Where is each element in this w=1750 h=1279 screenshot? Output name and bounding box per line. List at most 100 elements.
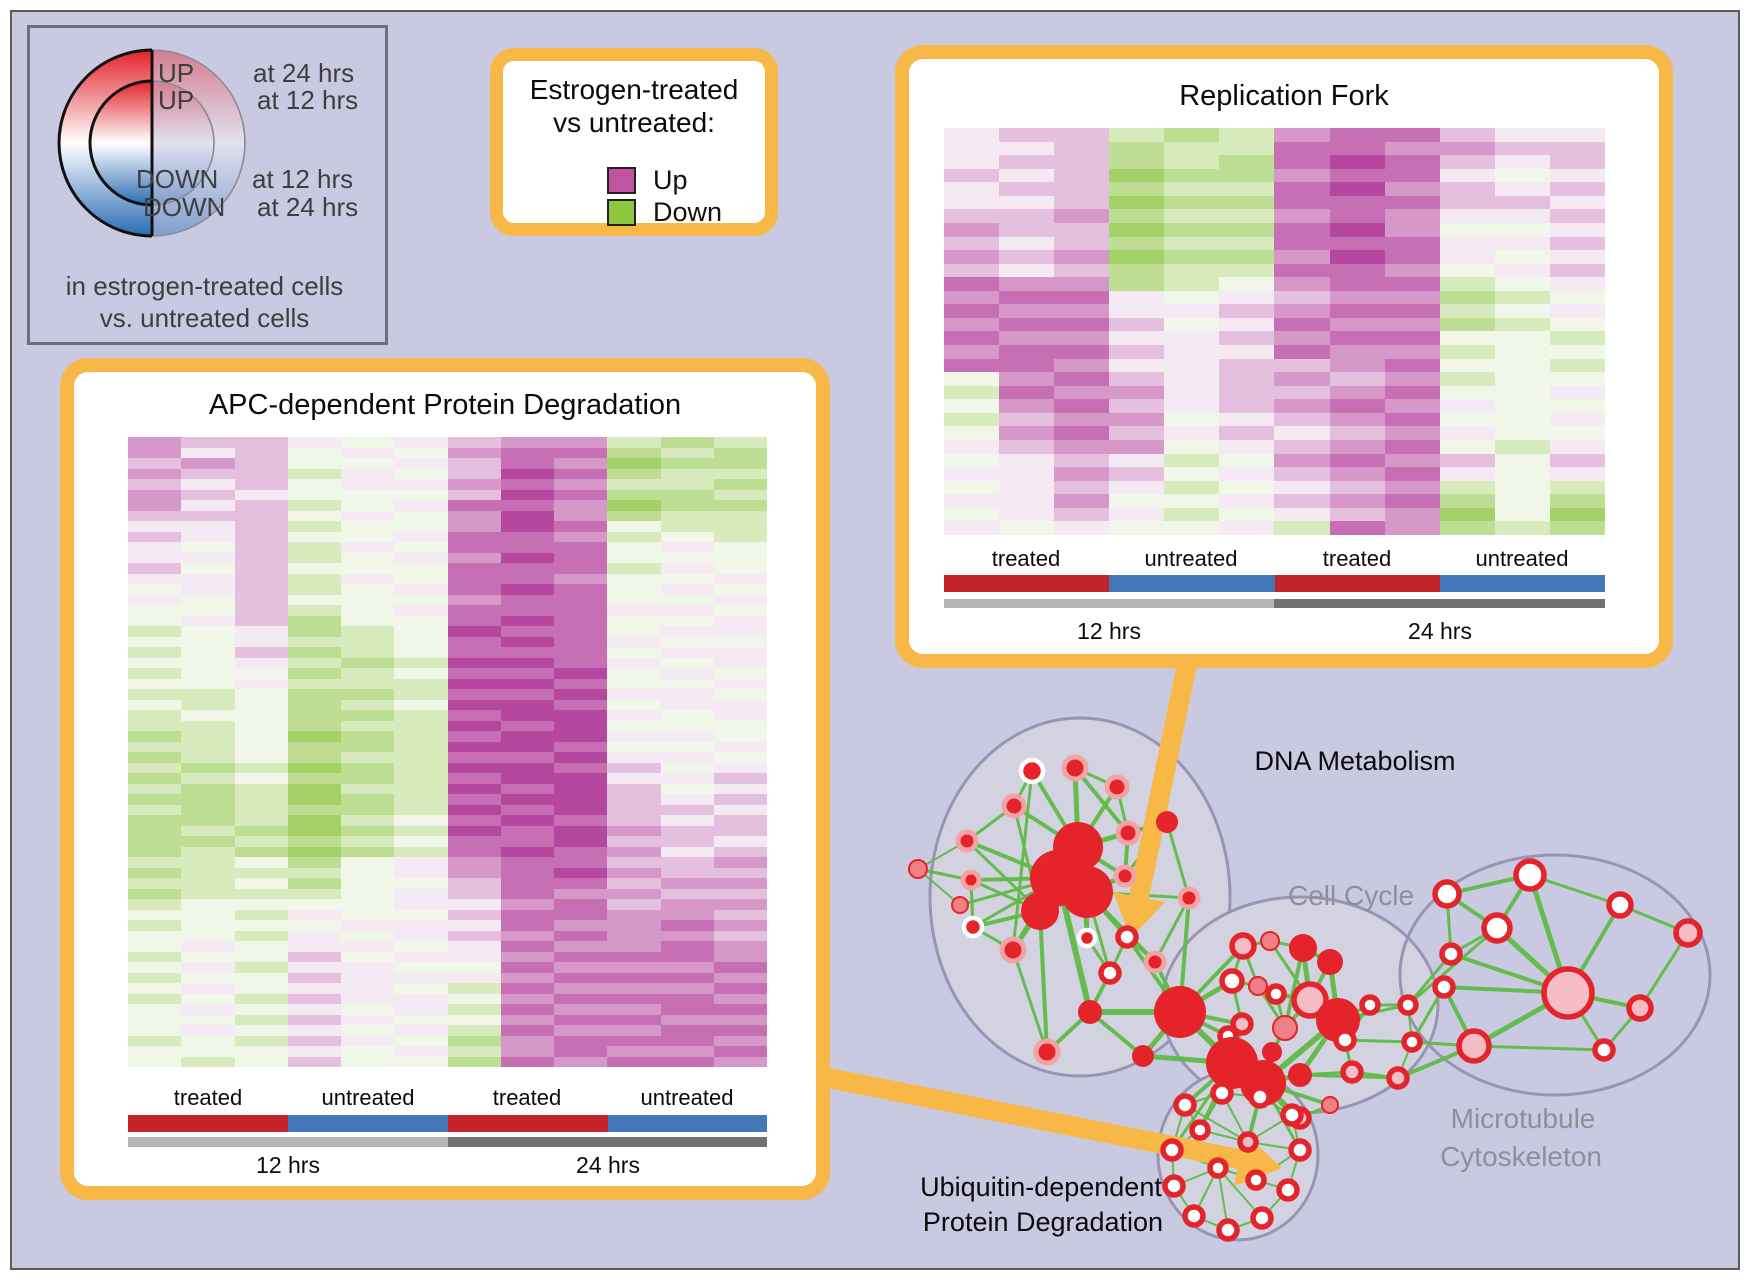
heatmap-cell (287, 500, 341, 511)
heatmap-cell (1219, 168, 1275, 183)
heatmap-cell (1054, 277, 1110, 291)
heatmap-cell (554, 752, 608, 763)
heatmap-cell (1054, 521, 1110, 535)
heatmap-cell (554, 962, 608, 973)
heatmap-cell (234, 458, 288, 469)
heatmap-cell (1549, 304, 1605, 318)
heatmap-cell (128, 920, 182, 931)
heatmap-cell (341, 510, 395, 521)
heatmap-cell (713, 741, 767, 752)
heatmap-cell (713, 867, 767, 878)
heatmap-cell (1164, 494, 1220, 508)
down-swatch-label: Down (653, 197, 723, 227)
heatmap-cell (128, 1035, 182, 1046)
heatmap-cell (713, 773, 767, 784)
heatmap-cell (394, 573, 448, 584)
heatmap-cell (713, 804, 767, 815)
heatmap-cell (1274, 141, 1330, 156)
heatmap-cell (128, 626, 182, 637)
heatmap-cell (1109, 345, 1165, 359)
heatmap-cell (1109, 195, 1165, 210)
heatmap-cell (234, 794, 288, 805)
heatmap-cell (447, 909, 501, 920)
heatmap-cell (500, 437, 554, 448)
heatmap-cell (181, 825, 235, 836)
heatmap-cell (341, 447, 395, 458)
heatmap-cell (1329, 222, 1385, 237)
network-node (1098, 961, 1122, 985)
heatmap-cell (713, 510, 767, 521)
heatmap-cell (1384, 372, 1440, 386)
heatmap-cell (394, 731, 448, 742)
heatmap-cell (394, 794, 448, 805)
apc-bar-treated-12 (128, 1115, 288, 1132)
heatmap-cell (713, 930, 767, 941)
heatmap-cell (1384, 412, 1440, 427)
cluster-label-ubiquitin-2: Protein Degradation (922, 1207, 1164, 1237)
heatmap-cell (1274, 250, 1330, 264)
heatmap-cell (394, 510, 448, 521)
heatmap-cell (607, 458, 661, 469)
heatmap-cell (660, 542, 714, 553)
heatmap-cell (1439, 277, 1495, 291)
heatmap-cell (607, 594, 661, 605)
heatmap-cell (234, 804, 288, 815)
heatmap-cell (181, 804, 235, 815)
heatmap-cell (660, 510, 714, 521)
heatmap-cell (944, 507, 1000, 522)
heatmap-cell (394, 972, 448, 983)
network-edge (1473, 1044, 1605, 1052)
heatmap-cell (500, 867, 554, 878)
heatmap-cell (944, 439, 1000, 454)
heatmap-cell (500, 741, 554, 752)
heatmap-cell (713, 888, 767, 899)
network-node (1592, 1038, 1616, 1062)
heatmap-cell (607, 920, 661, 931)
heatmap-cell (554, 1035, 608, 1046)
heatmap-cell (1219, 521, 1275, 535)
heatmap-cell (607, 510, 661, 521)
heatmap-cell (500, 762, 554, 773)
heatmap-cell (394, 563, 448, 574)
heatmap-cell (1384, 195, 1440, 210)
heatmap-cell (394, 773, 448, 784)
heatmap-cell (394, 552, 448, 563)
heatmap-cell (341, 458, 395, 469)
heatmap-cell (713, 605, 767, 616)
heatmap-cell (1549, 290, 1605, 305)
heatmap-cell (341, 605, 395, 616)
heatmap-cell (447, 521, 501, 532)
network-node (1143, 950, 1167, 974)
heatmap-cell (607, 951, 661, 962)
heatmap-cell (660, 479, 714, 490)
heatmap-cell (1494, 372, 1550, 386)
heatmap-cell (1219, 222, 1275, 237)
heatmap-cell (713, 720, 767, 731)
heatmap-cell (1274, 182, 1330, 196)
heatmap-cell (341, 636, 395, 647)
heatmap-cell (394, 710, 448, 721)
heatmap-cell (128, 909, 182, 920)
network-node (1250, 1206, 1274, 1230)
heatmap-cell (713, 857, 767, 868)
heatmap-cell (181, 552, 235, 563)
heatmap-cell (128, 657, 182, 668)
heatmap-cell (944, 168, 1000, 183)
heatmap-cell (181, 458, 235, 469)
rf-group-label-untreated-12: untreated (1144, 546, 1238, 571)
heatmap-cell (1274, 317, 1330, 332)
heatmap-cell (607, 1025, 661, 1036)
heatmap-cell (394, 689, 448, 700)
heatmap-cell (1109, 222, 1165, 237)
heatmap-cell (1494, 263, 1550, 278)
heatmap-cell (944, 209, 1000, 223)
heatmap-cell (1549, 277, 1605, 291)
heatmap-cell (554, 972, 608, 983)
network-node (1229, 932, 1257, 960)
replication-fork-heatmap (944, 128, 1605, 535)
heatmap-cell (1274, 372, 1330, 386)
network-node (1248, 1085, 1272, 1109)
heatmap-cell (181, 993, 235, 1004)
heatmap-cell (1109, 494, 1165, 508)
